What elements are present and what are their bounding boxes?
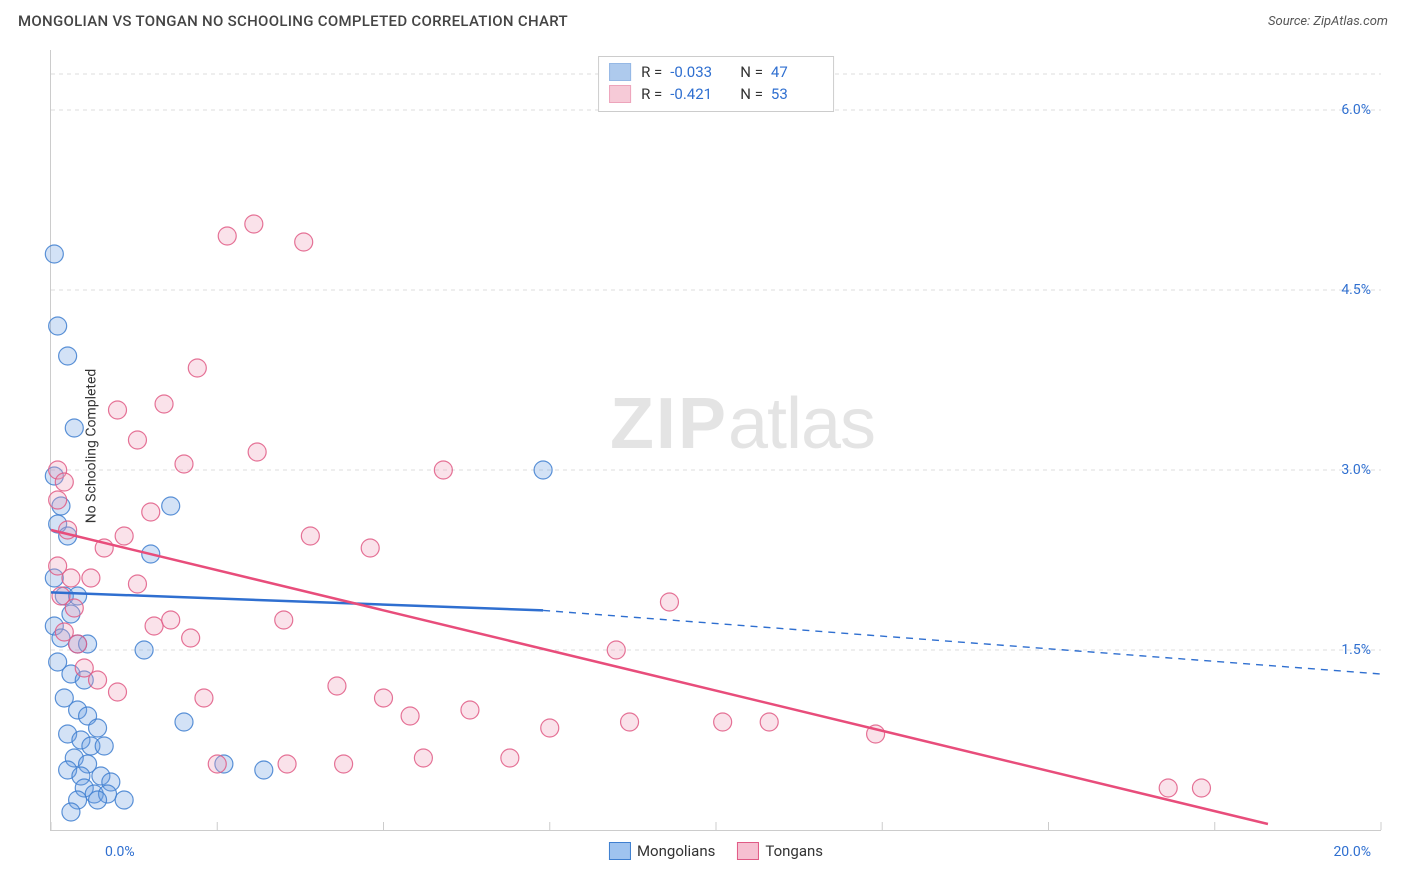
plot-area: R = -0.033 N = 47 R = -0.421 N = 53 Mong… bbox=[50, 50, 1381, 831]
swatch-mongolians-icon bbox=[609, 842, 631, 860]
swatch-mongolians bbox=[609, 63, 631, 81]
r-label: R = bbox=[641, 61, 662, 83]
legend-label-tongans: Tongans bbox=[765, 842, 823, 860]
x-tick-min: 0.0% bbox=[105, 844, 135, 860]
legend-item-tongans: Tongans bbox=[737, 842, 823, 860]
legend-label-mongolians: Mongolians bbox=[637, 842, 715, 860]
y-tick-label: 6.0% bbox=[1341, 102, 1371, 118]
correlation-legend: R = -0.033 N = 47 R = -0.421 N = 53 bbox=[598, 56, 834, 112]
y-tick-label: 3.0% bbox=[1341, 462, 1371, 478]
n-label: N = bbox=[740, 83, 763, 105]
r-value-mongolians: -0.033 bbox=[670, 61, 722, 83]
chart-title: MONGOLIAN VS TONGAN NO SCHOOLING COMPLET… bbox=[18, 12, 568, 30]
n-label: N = bbox=[740, 61, 763, 83]
legend-row-mongolians: R = -0.033 N = 47 bbox=[609, 61, 823, 83]
legend-row-tongans: R = -0.421 N = 53 bbox=[609, 83, 823, 105]
n-value-tongans: 53 bbox=[771, 83, 823, 105]
swatch-tongans-icon bbox=[737, 842, 759, 860]
chart-source: Source: ZipAtlas.com bbox=[1268, 14, 1388, 29]
r-label: R = bbox=[641, 83, 662, 105]
series-legend: Mongolians Tongans bbox=[609, 842, 823, 860]
chart-header: MONGOLIAN VS TONGAN NO SCHOOLING COMPLET… bbox=[18, 8, 1388, 34]
n-value-mongolians: 47 bbox=[771, 61, 823, 83]
y-tick-label: 1.5% bbox=[1341, 642, 1371, 658]
y-tick-label: 4.5% bbox=[1341, 282, 1371, 298]
legend-item-mongolians: Mongolians bbox=[609, 842, 715, 860]
x-tick-max: 20.0% bbox=[1333, 844, 1371, 860]
swatch-tongans bbox=[609, 85, 631, 103]
r-value-tongans: -0.421 bbox=[670, 83, 722, 105]
chart-svg bbox=[51, 50, 1381, 830]
